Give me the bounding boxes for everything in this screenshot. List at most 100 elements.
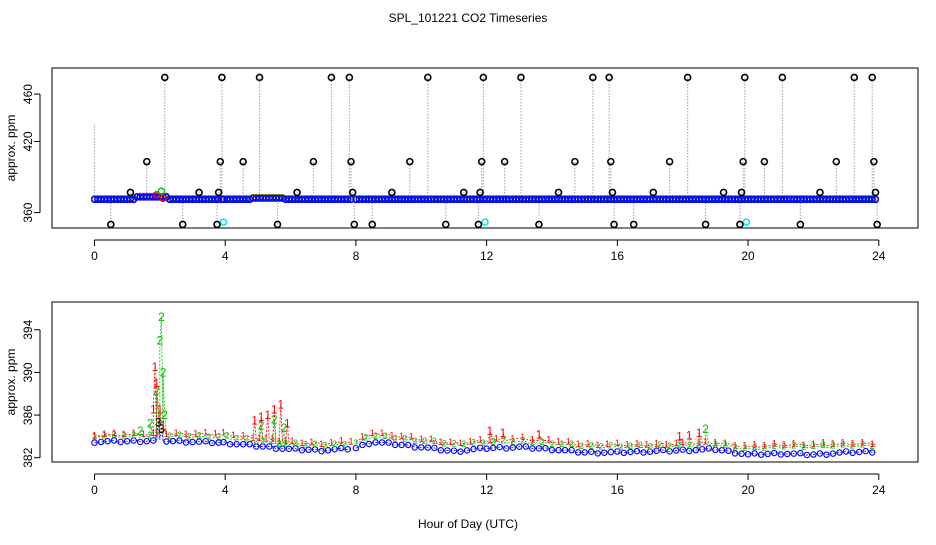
bottom-series-1-line: [614, 433, 742, 447]
bottom-series-3-point: [516, 443, 523, 450]
top-baseline-point: [308, 196, 316, 204]
bottom-series-2-label: 2: [491, 437, 496, 447]
top-baseline-point: [143, 193, 151, 201]
bottom-series-1-label: 1: [615, 438, 620, 448]
bottom-series-1-label: 1: [448, 437, 453, 447]
bottom-series-3-point: [640, 449, 647, 456]
top-spike-point: [327, 73, 336, 82]
top-baseline-point: [414, 196, 422, 204]
top-spike-point: [424, 73, 432, 82]
bottom-series-3-point: [535, 445, 543, 452]
bottom-series-1-label: 1: [676, 429, 683, 443]
bottom-series-2-label: 2: [167, 431, 172, 441]
top-baseline-point: [754, 196, 762, 204]
bottom-series-2-label: 2: [363, 432, 368, 442]
bottom-series-3-point: [744, 450, 752, 458]
top-baseline-point: [515, 196, 523, 204]
bottom-series-2-label: 2: [850, 441, 855, 451]
top-baseline-point: [90, 196, 99, 204]
bottom-series-1-label: 1: [556, 437, 561, 447]
top-baseline-point: [285, 196, 293, 204]
bottom-series-3-point: [272, 445, 280, 452]
bottom-series-3-point: [529, 445, 536, 452]
bottom-series-2-label: 2: [293, 438, 298, 448]
bottom-series-1-label: 1: [801, 440, 806, 450]
bottom-series-3-point: [692, 446, 700, 454]
bottom-series-3-point: [220, 438, 227, 446]
top-baseline-point: [236, 196, 244, 204]
bottom-y-tick-label: 382: [21, 447, 35, 467]
bottom-series-2-label: 2: [732, 442, 737, 452]
top-baseline-point: [505, 196, 514, 204]
top-baseline-point: [120, 196, 128, 204]
bottom-series-1-label: 1: [203, 427, 208, 437]
bottom-series-1-label: 1: [458, 438, 463, 448]
top-baseline-point: [394, 196, 402, 204]
top-baseline-point: [777, 196, 785, 204]
bottom-series-3-point: [829, 450, 837, 457]
top-baseline-point: [617, 196, 625, 204]
bottom-series-2-label: 2: [860, 440, 865, 450]
top-baseline-point: [822, 196, 831, 204]
top-spike-point: [871, 188, 880, 197]
top-baseline-point: [453, 196, 461, 204]
top-baseline-point: [226, 196, 234, 204]
bottom-series-3-point: [790, 450, 798, 457]
top-baseline-point: [571, 196, 579, 204]
top-spike-point: [816, 188, 824, 197]
bottom-series-3-point: [679, 446, 686, 453]
top-baseline-point: [597, 196, 605, 204]
top-spike-point: [740, 73, 749, 82]
top-spike-point: [406, 157, 414, 166]
top-baseline-point: [845, 196, 853, 204]
top-baseline-point: [852, 196, 860, 204]
top-baseline-point: [126, 196, 134, 204]
top-spike-point: [477, 157, 486, 166]
top-y-tick-label: 460: [21, 84, 35, 104]
bottom-series-1-label: 1: [112, 428, 117, 438]
bottom-series-1-label: 1: [500, 426, 507, 440]
top-spike-point: [610, 220, 618, 229]
bottom-series-2-label: 2: [608, 441, 613, 451]
bottom-series-1-label: 1: [319, 439, 324, 449]
top-y-tick-label: 420: [21, 131, 35, 151]
top-baseline-point: [133, 193, 141, 201]
bottom-series-2-label: 2: [270, 436, 275, 446]
top-baseline-point: [298, 196, 306, 204]
top-spike-point: [255, 73, 264, 82]
top-spike-point: [517, 73, 525, 82]
bottom-series-2-label: 2: [471, 437, 476, 447]
bottom-series-2-line: [614, 428, 742, 450]
top-spike-point: [832, 157, 841, 166]
bottom-series-3-point: [607, 448, 615, 456]
bottom-series-2-label: 2: [156, 333, 163, 347]
top-spike-point: [388, 188, 396, 197]
bottom-series-3-point: [646, 448, 654, 455]
top-baseline-point: [269, 194, 277, 202]
bottom-series-2-label: 2: [461, 439, 466, 449]
top-baseline-point: [417, 196, 425, 204]
bottom-series-3-point: [509, 444, 517, 451]
bottom-series-1-label: 1: [121, 429, 126, 439]
top-baseline-point: [229, 196, 237, 204]
top-spike-point: [348, 188, 357, 197]
top-baseline-point: [633, 196, 641, 204]
top-baseline-point: [314, 196, 322, 204]
bottom-series-2-label: 2: [147, 417, 154, 431]
bottom-series-3-point: [398, 441, 405, 449]
top-baseline-point: [110, 196, 118, 204]
bottom-series-3-point: [862, 447, 869, 455]
top-baseline-point: [340, 196, 349, 204]
bottom-x-tick-label: 20: [741, 483, 755, 497]
bottom-series-2-label: 2: [451, 438, 456, 448]
bottom-series-3-label: 3: [158, 422, 165, 436]
top-spike-point: [474, 220, 483, 229]
bottom-x-tick-label: 16: [611, 483, 625, 497]
top-baseline-point: [198, 196, 206, 204]
top-spike-point: [214, 188, 223, 197]
top-baseline-point: [381, 196, 389, 204]
top-baseline-point: [344, 196, 352, 204]
bottom-series-3-point: [770, 449, 778, 457]
bottom-series-2-label: 2: [628, 441, 633, 451]
bottom-series-2-label: 2: [260, 436, 265, 446]
